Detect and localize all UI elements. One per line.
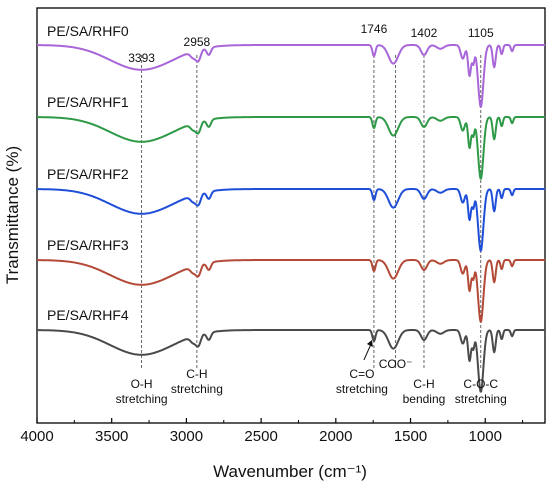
x-tick-label: 1000 — [469, 428, 502, 445]
peak-label: 2958 — [184, 35, 211, 49]
peak-labels: 3393 2958 1746 1402 1105 — [128, 22, 494, 65]
x-axis-title: Wavenumber (cm⁻¹) — [213, 462, 367, 481]
x-tick-label: 3500 — [95, 428, 128, 445]
peak-label: 1402 — [411, 26, 438, 40]
x-tick-label: 4000 — [20, 428, 53, 445]
plot-frame — [36, 7, 546, 424]
peak-label: 1105 — [468, 26, 494, 40]
series-line-1 — [36, 44, 546, 108]
series-line-4 — [36, 259, 546, 323]
annotation-line1: C-O-C — [463, 377, 498, 391]
series-label-1: PE/SA/RHF0 — [47, 23, 129, 39]
x-axis: 4000 3500 3000 2500 2000 1500 1000 — [20, 418, 524, 445]
series-line-2 — [36, 116, 546, 180]
annotation-line2: stretching — [116, 392, 168, 406]
x-tick-label: 2500 — [244, 428, 277, 445]
series-labels: PE/SA/RHF0 PE/SA/RHF1 PE/SA/RHF2 PE/SA/RHF3… — [47, 23, 129, 323]
series-label-5: PE/SA/RHF4 — [47, 307, 129, 323]
annotation-line2: bending — [403, 392, 446, 406]
peak-label: 1746 — [361, 22, 388, 36]
x-tick-label: 3000 — [170, 428, 203, 445]
x-tick-label: 2000 — [319, 428, 352, 445]
annotation-line2: stretching — [171, 382, 223, 396]
arrow-head — [366, 340, 373, 347]
annotation-line2: stretching — [336, 382, 388, 396]
reference-lines — [141, 55, 482, 368]
series-line-5 — [36, 329, 546, 393]
spectra-curves — [36, 44, 546, 393]
y-axis-title: Transmittance (%) — [3, 146, 22, 284]
series-label-2: PE/SA/RHF1 — [47, 94, 129, 110]
series-label-4: PE/SA/RHF3 — [47, 237, 129, 253]
annotation-line1: C-H — [413, 377, 434, 391]
annotation-line1: C-H — [186, 367, 207, 381]
series-line-3 — [36, 188, 546, 252]
annotation-line1: C=O — [349, 367, 374, 381]
annotation-line2: stretching — [455, 392, 507, 406]
annotation-line1: O-H — [131, 377, 153, 391]
annotation-line1: COO⁻ — [379, 357, 413, 371]
peak-label: 3393 — [128, 51, 155, 65]
series-label-3: PE/SA/RHF2 — [47, 166, 129, 182]
x-tick-label: 1500 — [394, 428, 427, 445]
band-annotations: O-HstretchingC-HstretchingC=OstretchingC… — [116, 340, 507, 406]
